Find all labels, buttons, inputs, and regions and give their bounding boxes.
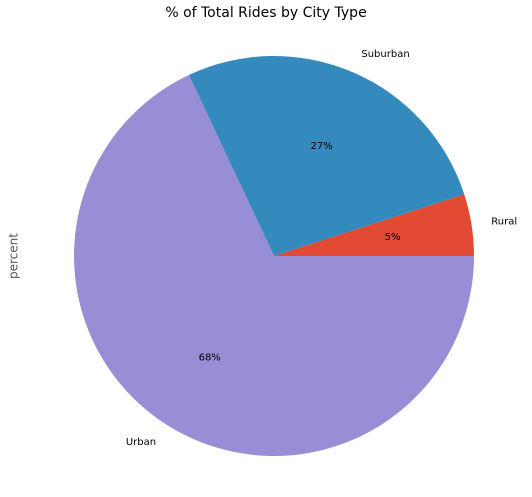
value-label: 27% — [311, 141, 333, 152]
value-label: 68% — [199, 352, 221, 363]
slice-label: Urban — [126, 437, 156, 448]
y-axis-label: percent — [7, 233, 21, 279]
pie-slice — [188, 55, 465, 256]
pie-slice — [73, 75, 475, 456]
slice-label: Suburban — [361, 49, 409, 60]
slice-label: Rural — [491, 217, 517, 228]
pie-slice — [274, 194, 474, 256]
chart-title: % of Total Rides by City Type — [165, 5, 366, 21]
value-label: 5% — [385, 232, 401, 243]
